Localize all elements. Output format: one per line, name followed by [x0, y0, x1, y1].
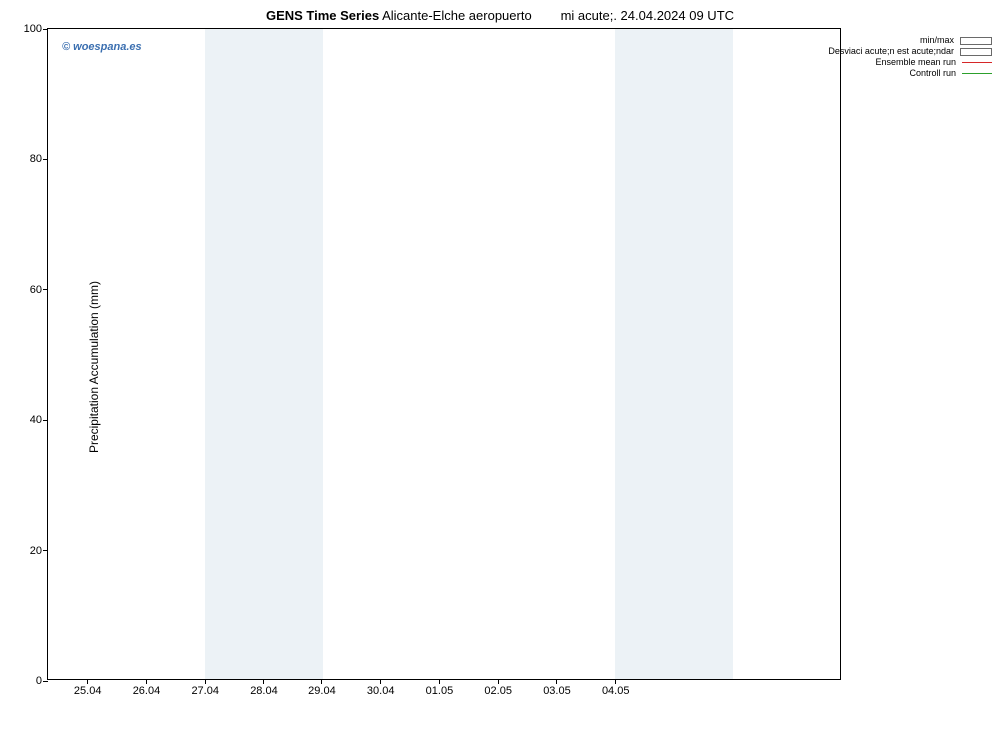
legend-swatch — [962, 62, 992, 63]
watermark: © woespana.es — [62, 41, 142, 53]
y-tick-label: 80 — [30, 153, 42, 165]
y-tick-mark — [43, 550, 48, 551]
x-tick-mark — [439, 679, 440, 684]
x-tick-label: 28.04 — [250, 685, 278, 697]
x-tick-mark — [146, 679, 147, 684]
x-tick-mark — [205, 679, 206, 684]
x-tick-label: 25.04 — [74, 685, 102, 697]
chart-container: GENS Time Series Alicante-Elche aeropuer… — [0, 0, 1000, 733]
x-tick-mark — [321, 679, 322, 684]
y-tick-mark — [43, 289, 48, 290]
legend-item: Desviaci acute;n est acute;ndar — [762, 46, 992, 57]
x-tick-mark — [498, 679, 499, 684]
x-tick-label: 27.04 — [191, 685, 219, 697]
y-tick-label: 40 — [30, 414, 42, 426]
legend-item-label: Desviaci acute;n est acute;ndar — [828, 46, 954, 57]
y-tick-label: 60 — [30, 284, 42, 296]
x-tick-label: 29.04 — [308, 685, 336, 697]
legend-item-label: Controll run — [909, 68, 956, 79]
x-tick-label: 04.05 — [602, 685, 630, 697]
y-tick-mark — [43, 29, 48, 30]
legend-swatch — [960, 37, 992, 45]
x-tick-label: 03.05 — [543, 685, 571, 697]
y-tick-mark — [43, 420, 48, 421]
x-tick-mark — [263, 679, 264, 684]
x-tick-mark — [87, 679, 88, 684]
legend-swatch — [962, 73, 992, 74]
legend-item: Controll run — [762, 68, 992, 79]
x-tick-label: 26.04 — [133, 685, 161, 697]
y-tick-mark — [43, 681, 48, 682]
title-location: Alicante-Elche aeropuerto — [382, 8, 532, 23]
legend: min/maxDesviaci acute;n est acute;ndarEn… — [762, 35, 992, 79]
x-tick-label: 30.04 — [367, 685, 395, 697]
legend-item: min/max — [762, 35, 992, 46]
x-tick-label: 02.05 — [484, 685, 512, 697]
legend-item-label: min/max — [920, 35, 954, 46]
y-tick-label: 100 — [24, 23, 42, 35]
y-tick-label: 20 — [30, 545, 42, 557]
legend-swatch — [960, 48, 992, 56]
x-tick-label: 01.05 — [426, 685, 454, 697]
weekend-shade-band — [205, 29, 323, 679]
title-prefix: GENS Time Series — [266, 8, 379, 23]
x-tick-mark — [380, 679, 381, 684]
legend-item-label: Ensemble mean run — [875, 57, 956, 68]
chart-title-row: GENS Time Series Alicante-Elche aeropuer… — [0, 8, 1000, 23]
weekend-shade-band — [615, 29, 733, 679]
x-tick-mark — [556, 679, 557, 684]
title-datetime: mi acute;. 24.04.2024 09 UTC — [561, 8, 734, 23]
y-tick-label: 0 — [36, 675, 42, 687]
legend-item: Ensemble mean run — [762, 57, 992, 68]
plot-area: © woespana.es 02040608010025.0426.0427.0… — [47, 28, 841, 680]
y-tick-mark — [43, 159, 48, 160]
x-tick-mark — [615, 679, 616, 684]
